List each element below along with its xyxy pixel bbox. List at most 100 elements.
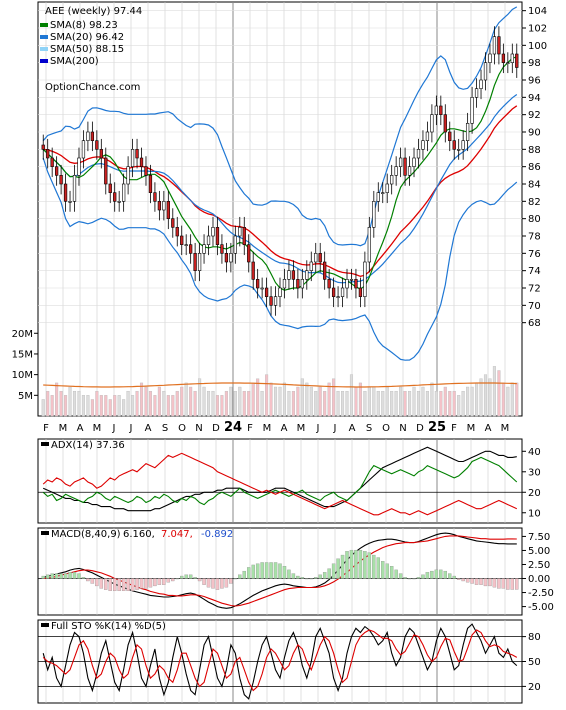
volume-bar xyxy=(399,386,403,417)
macd-histogram-bar xyxy=(188,574,193,579)
candle-up xyxy=(412,157,416,167)
macd-histogram-bar xyxy=(398,573,403,579)
x-tick-label: M xyxy=(59,423,68,434)
watermark: OptionChance.com xyxy=(45,82,140,93)
macd-histogram-bar xyxy=(175,578,179,580)
macd-histogram-bar xyxy=(305,578,309,580)
volume-bar xyxy=(421,386,425,417)
macd-histogram-bar xyxy=(260,562,264,579)
volume-bar xyxy=(41,399,45,417)
macd-histogram-bar xyxy=(153,578,157,587)
legend-swatch xyxy=(40,47,48,51)
volume-bar xyxy=(68,386,72,417)
macd-histogram-bar xyxy=(345,551,349,579)
candle-up xyxy=(385,183,389,193)
macd-histogram-bar xyxy=(180,575,184,579)
candle-up xyxy=(68,201,72,203)
candle-down xyxy=(251,261,255,280)
macd-histogram-bar xyxy=(403,577,407,579)
x-tick-label: 25 xyxy=(428,420,446,435)
macd-histogram-bar xyxy=(104,578,108,590)
macd-histogram-bar xyxy=(72,572,77,579)
volume-bar xyxy=(300,378,304,417)
volume-bar xyxy=(247,390,251,417)
volume-bar xyxy=(461,390,465,417)
candle-up xyxy=(457,149,461,151)
price-tick-label: 84 xyxy=(528,180,541,191)
candle-up xyxy=(197,253,202,271)
sto-panel-title-swatch xyxy=(41,623,49,627)
macd-histogram-bar xyxy=(381,561,385,579)
macd-histogram-bar xyxy=(193,577,197,579)
candle-up xyxy=(238,227,242,237)
macd-panel-tick-label: 7.50 xyxy=(528,532,550,543)
price-tick-label: 70 xyxy=(528,301,541,312)
candle-up xyxy=(184,244,188,246)
macd-histogram-bar xyxy=(318,574,322,579)
candle-up xyxy=(162,201,166,211)
volume-bar xyxy=(475,382,479,417)
volume-bar xyxy=(265,374,269,417)
macd-histogram-bar xyxy=(81,577,86,579)
price-panel-frame xyxy=(37,1,523,417)
adx-panel-title: ADX(14) 37.36 xyxy=(51,440,125,451)
macd-histogram-bar xyxy=(77,573,81,579)
price-tick-label: 102 xyxy=(528,24,547,35)
macd-histogram-bar xyxy=(148,578,153,588)
macd-histogram-bar xyxy=(322,572,327,579)
volume-bar xyxy=(323,390,327,417)
macd-histogram-bar xyxy=(229,578,233,584)
candle-down xyxy=(95,140,99,150)
candle-up xyxy=(363,261,367,297)
candle-up xyxy=(345,279,349,289)
volume-bar xyxy=(175,390,179,417)
sto-panel-series-line xyxy=(42,629,518,692)
x-tick-label: A xyxy=(281,423,288,434)
candle-up xyxy=(305,270,309,280)
candle-down xyxy=(443,114,447,133)
macd-histogram-bar xyxy=(247,567,251,579)
macd-histogram-bar xyxy=(202,578,206,585)
volume-bar xyxy=(189,386,193,417)
volume-bar xyxy=(206,390,211,417)
x-tick-label: O xyxy=(178,423,186,434)
macd-histogram-bar xyxy=(166,578,171,583)
price-tick-label: 96 xyxy=(528,76,541,87)
macd-histogram-bar xyxy=(407,578,412,580)
macd-histogram-bar xyxy=(233,578,238,580)
macd-histogram-bar xyxy=(264,562,269,579)
volume-bar xyxy=(251,382,255,417)
volume-bar xyxy=(488,378,492,417)
macd-panel: 7.50 5.00 2.50 0.00 -2.50 -5.00 MACD(8,40,9) 6.… xyxy=(37,527,554,616)
volume-bar xyxy=(220,395,224,417)
bollinger-lower-line xyxy=(42,157,518,361)
chart-title: AEE (weekly) 97.44 xyxy=(45,6,142,17)
macd-histogram-bar xyxy=(108,578,112,592)
volume-bar xyxy=(233,390,237,417)
volume-bar xyxy=(466,386,470,417)
x-tick-label: N xyxy=(195,423,202,434)
candle-down xyxy=(269,296,273,306)
macd-histogram-bar xyxy=(372,554,376,579)
candle-down xyxy=(323,261,327,280)
volume-bar xyxy=(483,374,488,417)
volume-bar xyxy=(122,399,126,417)
macd-panel-tick-label: -2.50 xyxy=(528,588,554,599)
macd-histogram-bar xyxy=(273,562,278,579)
macd-histogram-bar xyxy=(45,574,50,579)
x-tick-label: O xyxy=(382,423,390,434)
volume-bar xyxy=(425,390,429,417)
volume-bar xyxy=(376,390,380,417)
price-tick-label: 86 xyxy=(528,162,541,173)
macd-histogram-bar xyxy=(291,573,296,579)
candle-down xyxy=(193,253,197,271)
macd-histogram-bar xyxy=(309,578,313,580)
candle-up xyxy=(202,244,206,254)
candle-up xyxy=(233,235,237,254)
candle-down xyxy=(264,287,269,297)
candle-up xyxy=(349,279,354,281)
macd-histogram-bar xyxy=(206,578,211,588)
candle-down xyxy=(63,183,68,202)
macd-histogram-bar xyxy=(385,563,389,579)
macd-panel-title: -0.892 xyxy=(201,529,233,540)
